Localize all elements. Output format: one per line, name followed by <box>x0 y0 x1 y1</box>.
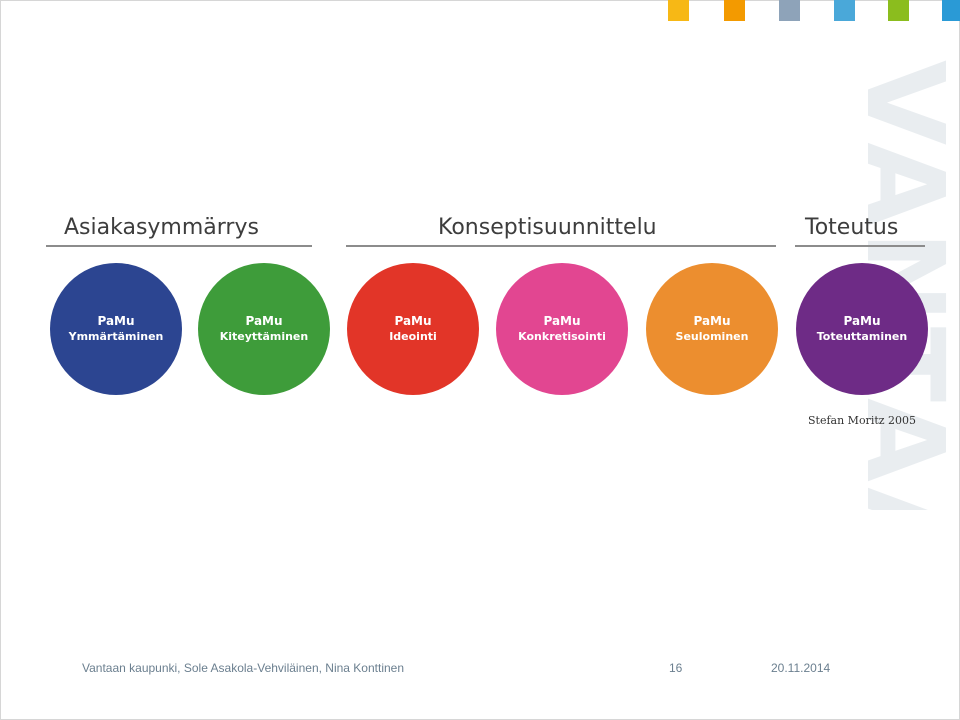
circle-label-line1: PaMu <box>394 314 432 328</box>
circle-toteuttaminen: PaMu Toteuttaminen <box>796 263 928 395</box>
circle-label-line1: PaMu <box>843 314 881 328</box>
footer-date: 20.11.2014 <box>771 661 831 675</box>
circle-label-line2: Kiteyttäminen <box>219 330 309 343</box>
circle-label-line2: Ideointi <box>389 330 437 343</box>
circle-label-line1: PaMu <box>245 314 283 328</box>
footer-page-number: 16 <box>669 661 683 675</box>
citation: Stefan Moritz 2005 <box>808 414 917 427</box>
color-square-1 <box>668 0 689 21</box>
phase-underline-3 <box>795 245 925 247</box>
circle-label-line2: Ymmärtäminen <box>68 330 164 343</box>
color-square-3 <box>779 0 800 21</box>
circle-label-line1: PaMu <box>693 314 731 328</box>
phase-title-asiakasymmarrys: Asiakasymmärrys <box>64 215 259 240</box>
color-square-4 <box>834 0 855 21</box>
color-square-6 <box>942 0 960 21</box>
phase-underline-1 <box>46 245 312 247</box>
color-square-2 <box>724 0 745 21</box>
phase-title-konseptisuunnittelu: Konseptisuunnittelu <box>438 215 657 240</box>
circle-kiteyttaminen: PaMu Kiteyttäminen <box>198 263 330 395</box>
footer-author: Vantaan kaupunki, Sole Asakola-Vehviläin… <box>82 661 405 675</box>
circle-label-line2: Konkretisointi <box>518 330 606 343</box>
circle-konkretisointi: PaMu Konkretisointi <box>496 263 628 395</box>
circle-label-line1: PaMu <box>97 314 135 328</box>
circle-label-line1: PaMu <box>543 314 581 328</box>
circle-ideointi: PaMu Ideointi <box>347 263 479 395</box>
phase-title-toteutus: Toteutus <box>805 215 899 240</box>
phase-underline-2 <box>346 245 776 247</box>
circle-ymmartaminen: PaMu Ymmärtäminen <box>50 263 182 395</box>
color-square-5 <box>888 0 909 21</box>
circle-seulominen: PaMu Seulominen <box>646 263 778 395</box>
circle-label-line2: Toteuttaminen <box>816 330 908 343</box>
circle-label-line2: Seulominen <box>675 330 749 343</box>
